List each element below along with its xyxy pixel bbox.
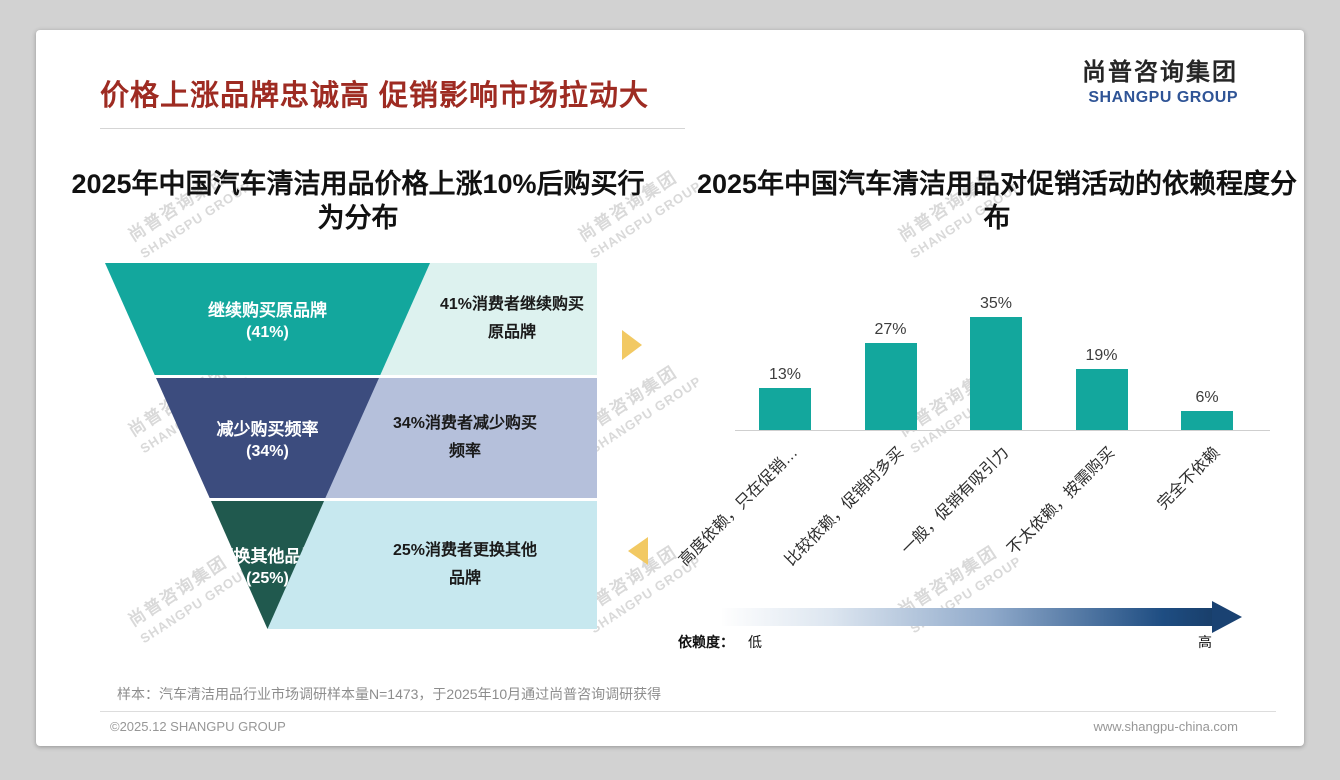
logo-chinese-name: 尚普咨询集团 bbox=[1082, 59, 1238, 86]
bar-column-3: 35% bbox=[956, 295, 1036, 430]
logo-english-name: SHANGPU GROUP bbox=[1088, 89, 1238, 106]
funnel-segment-1: 继续购买原品牌 (41%) bbox=[105, 263, 430, 375]
funnel-segment-1-label: 继续购买原品牌 bbox=[208, 301, 327, 320]
funnel-row-3: 25%消费者更换其他 品牌 更换其他品牌 (25%) bbox=[105, 501, 597, 629]
bar bbox=[864, 343, 917, 430]
page-title-block: 价格上涨品牌忠诚高 促销影响市场拉动大 bbox=[100, 72, 685, 129]
x-axis-line bbox=[735, 430, 1270, 431]
funnel-annotation-box-2: 34%消费者减少购买 频率 bbox=[325, 378, 597, 498]
funnel-segment-1-value: (41%) bbox=[246, 324, 289, 341]
bar-column-4: 19% bbox=[1062, 347, 1142, 430]
dependency-low-label: 低 bbox=[748, 634, 762, 650]
funnel-annotation-2: 34%消费者减少购买 频率 bbox=[392, 415, 538, 460]
bar-value-label: 19% bbox=[1085, 347, 1118, 364]
decorative-arrow-right-icon bbox=[622, 330, 642, 360]
funnel-chart: 41%消费者继续购买 原品牌 继续购买原品牌 (41%) 34%消费者减少购买 … bbox=[105, 263, 597, 629]
funnel-chart-title: 2025年中国汽车清洁用品价格上涨10%后购买行为分布 bbox=[71, 169, 645, 233]
funnel-annotation-3: 25%消费者更换其他 品牌 bbox=[392, 542, 538, 587]
bar-value-label: 27% bbox=[874, 321, 907, 338]
funnel-row-2: 34%消费者减少购买 频率 减少购买频率 (34%) bbox=[105, 378, 597, 498]
bar-chart-plot: 13% 27% 35% 19% 6% bbox=[745, 290, 1247, 430]
funnel-segment-2-value: (34%) bbox=[246, 443, 289, 460]
website-url: www.shangpu-china.com bbox=[1093, 719, 1238, 734]
bar-chart-title: 2025年中国汽车清洁用品对促销活动的依赖程度分布 bbox=[696, 169, 1298, 233]
funnel-annotation-box-3: 25%消费者更换其他 品牌 bbox=[268, 501, 597, 629]
dependency-gradient-arrow bbox=[722, 608, 1212, 626]
dependency-high-label: 高 bbox=[1198, 634, 1212, 650]
slide: 尚普咨询集团 SHANGPU GROUP 尚普咨询集团 SHANGPU GROUP 尚普… bbox=[36, 30, 1304, 746]
copyright-text: ©2025.12 SHANGPU GROUP bbox=[110, 719, 286, 734]
bar-value-label: 35% bbox=[979, 295, 1013, 312]
page-title: 价格上涨品牌忠诚高 促销影响市场拉动大 bbox=[100, 80, 650, 112]
bar-value-label: 6% bbox=[1195, 389, 1219, 406]
funnel-row-1: 41%消费者继续购买 原品牌 继续购买原品牌 (41%) bbox=[105, 263, 597, 375]
dependency-caption: 依赖度： bbox=[678, 634, 734, 650]
bar bbox=[759, 388, 811, 430]
dependency-gradient-arrowhead-icon bbox=[1212, 601, 1242, 633]
bar bbox=[1075, 369, 1128, 430]
bar-column-2: 27% bbox=[851, 321, 931, 430]
company-logo: 尚普咨询集团 SHANGPU GROUP bbox=[1082, 52, 1238, 107]
sample-note: 样本：汽车清洁用品行业市场调研样本量N=1473，于2025年10月通过尚普咨询… bbox=[117, 686, 662, 702]
bar-column-5: 6% bbox=[1167, 389, 1247, 430]
decorative-arrow-left-icon bbox=[628, 537, 648, 565]
bar bbox=[970, 317, 1022, 430]
funnel-segment-3-label: 更换其他品牌 bbox=[216, 547, 319, 566]
footer-divider bbox=[100, 711, 1276, 712]
funnel-segment-3-value: (25%) bbox=[246, 570, 289, 587]
bar-column-1: 13% bbox=[745, 366, 825, 430]
bar-value-label: 13% bbox=[768, 366, 802, 383]
bar bbox=[1181, 411, 1233, 430]
funnel-segment-2-label: 减少购买频率 bbox=[216, 420, 319, 439]
funnel-annotation-1: 41%消费者继续购买 原品牌 bbox=[439, 296, 585, 341]
